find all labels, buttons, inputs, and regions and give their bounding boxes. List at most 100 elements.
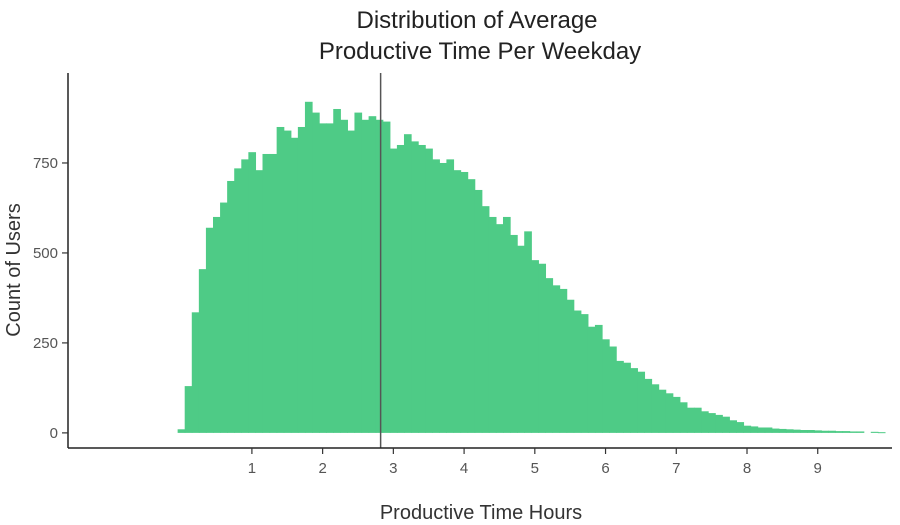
histogram-bar [524, 231, 532, 433]
histogram-bar [672, 396, 681, 433]
histogram-bar [502, 216, 511, 433]
histogram-bar [750, 426, 759, 433]
histogram-bar [411, 141, 419, 433]
histogram-bar [220, 202, 228, 433]
histogram-bar [248, 152, 257, 433]
histogram-bar [729, 420, 737, 433]
histogram-bar [517, 245, 525, 433]
histogram-bar [234, 168, 242, 433]
histogram-bar [679, 402, 688, 433]
histogram-bar [347, 130, 356, 433]
histogram-bar [842, 431, 851, 433]
histogram-bar [821, 430, 829, 433]
x-tick-label: 1 [248, 460, 256, 477]
histogram-bar [177, 429, 186, 433]
y-tick-label: 750 [33, 155, 58, 172]
x-tick-label: 3 [389, 460, 397, 477]
x-tick-label: 7 [672, 460, 680, 477]
histogram-bar [764, 427, 773, 433]
histogram-bar [191, 312, 200, 433]
histogram-bar [594, 324, 603, 433]
histogram-bar [800, 430, 808, 433]
histogram-bar [403, 134, 412, 433]
x-tick-label: 8 [743, 460, 751, 477]
y-tick-label: 250 [33, 335, 58, 352]
histogram-bar [312, 112, 320, 433]
histogram-bar [361, 119, 370, 433]
x-tick-label: 5 [531, 460, 539, 477]
histogram-bar [630, 368, 638, 433]
chart-title-line-1: Distribution of Average [356, 7, 597, 34]
x-tick-label: 2 [318, 460, 326, 477]
histogram-bar [460, 171, 469, 433]
x-tick-label: 4 [460, 460, 468, 477]
histogram-bar [559, 288, 568, 433]
y-tick-label: 0 [50, 425, 58, 442]
histogram-bar [545, 278, 554, 433]
histogram-bar [531, 260, 539, 433]
histogram-bar [255, 170, 264, 433]
histogram-bar [269, 153, 278, 433]
histogram-bar [481, 206, 490, 433]
histogram-bar [276, 126, 285, 433]
histogram-bar [602, 339, 610, 433]
histogram-bar [425, 148, 433, 433]
histogram-bar [623, 362, 631, 433]
histogram-bars [177, 101, 886, 434]
histogram-bar [693, 407, 702, 433]
x-axis-label: Productive Time Hours [380, 502, 582, 524]
histogram-bar [495, 224, 504, 433]
histogram-bar [792, 429, 801, 433]
histogram-bar [686, 407, 695, 433]
histogram-bar [432, 159, 440, 433]
histogram-bar [382, 121, 391, 433]
histogram-bar [665, 393, 674, 433]
histogram-bar [205, 227, 214, 433]
histogram-bar [488, 216, 497, 433]
histogram-bar [262, 153, 271, 433]
histogram-bar [616, 360, 624, 433]
histogram-bar [701, 411, 709, 433]
histogram-bar [375, 119, 384, 433]
histogram-bar [333, 108, 341, 433]
histogram-bar [856, 431, 865, 433]
histogram-bar [389, 148, 398, 433]
histogram-bar [785, 429, 794, 433]
histogram-bar [658, 389, 667, 433]
histogram-bar [439, 162, 447, 433]
histogram-bar [368, 116, 377, 433]
histogram-bar [708, 413, 716, 433]
histogram-bar [290, 137, 299, 433]
histogram-bar [467, 179, 476, 433]
chart-title-line-2: Productive Time Per Weekday [319, 38, 641, 65]
histogram-bar [587, 326, 596, 433]
histogram-bar [552, 285, 561, 433]
histogram-bar [637, 371, 646, 433]
histogram-bar [814, 430, 822, 433]
histogram-bar [849, 431, 858, 433]
histogram-bar [474, 189, 483, 433]
histogram-bar [326, 123, 334, 433]
histogram-bar [396, 144, 405, 433]
histogram-bar [828, 430, 837, 433]
x-axis-ticks: 1 2 3 4 5 6 7 8 9 [248, 448, 822, 477]
histogram-bar [573, 310, 582, 433]
histogram-bar [771, 428, 780, 433]
histogram-bar [877, 432, 886, 434]
histogram-bar [184, 386, 193, 433]
histogram-bar [538, 263, 547, 433]
histogram-bar [227, 180, 235, 433]
histogram-bar [213, 216, 221, 433]
histogram-bar [446, 159, 455, 433]
histogram-bar [198, 269, 207, 433]
histogram-bar [736, 422, 745, 433]
histogram-bar [354, 112, 363, 433]
histogram-bar [722, 416, 730, 433]
histogram-bar [835, 431, 844, 433]
histogram-bar [340, 119, 348, 433]
histogram-bar [297, 126, 306, 433]
histogram-bar [778, 428, 787, 433]
histogram-bar [757, 427, 766, 433]
histogram-bar [651, 384, 660, 433]
histogram-bar [870, 431, 879, 433]
